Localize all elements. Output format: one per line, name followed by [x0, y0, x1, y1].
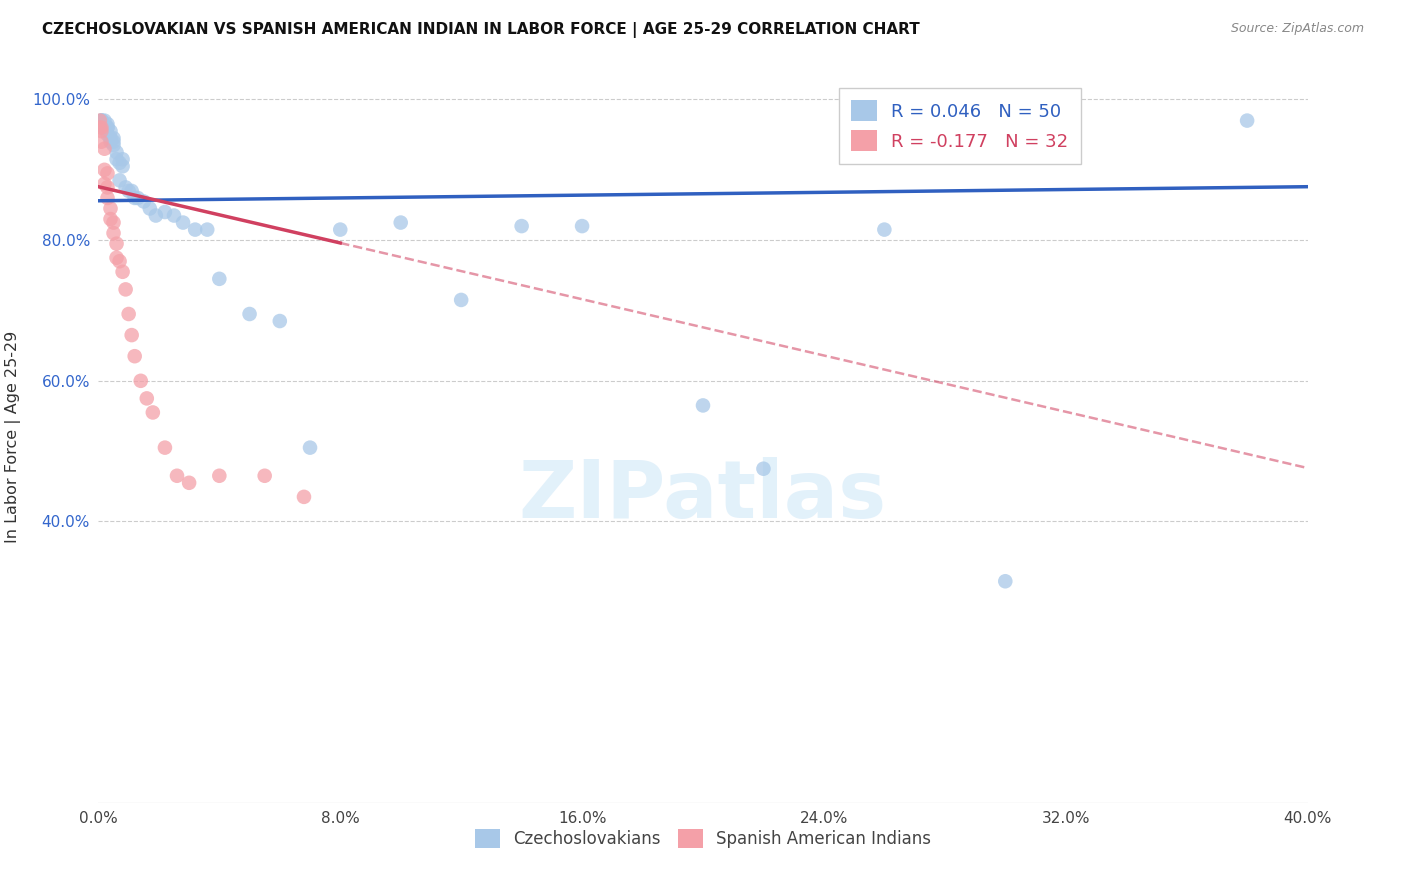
Point [292, 490, 315, 504]
Point [692, 399, 714, 413]
Point [269, 314, 291, 328]
Point [253, 468, 276, 483]
Point [510, 219, 533, 233]
Point [111, 153, 134, 167]
Point [103, 226, 125, 240]
Point [96, 166, 118, 180]
Point [139, 202, 162, 216]
Point [195, 222, 218, 236]
Point [299, 441, 322, 455]
Point [103, 138, 125, 153]
Point [118, 184, 141, 198]
Point [89, 113, 111, 128]
Point [108, 173, 131, 187]
Point [100, 131, 122, 145]
Point [994, 574, 1017, 589]
Point [93, 120, 115, 135]
Point [103, 216, 125, 230]
Point [96, 128, 118, 142]
Point [90, 120, 112, 135]
Point [172, 216, 194, 230]
Point [93, 120, 115, 135]
Point [90, 113, 112, 128]
Point [96, 191, 118, 205]
Point [153, 441, 176, 455]
Point [124, 191, 146, 205]
Point [100, 124, 122, 138]
Point [124, 349, 146, 363]
Point [105, 251, 128, 265]
Legend: Czechoslovakians, Spanish American Indians: Czechoslovakians, Spanish American India… [467, 821, 939, 856]
Point [179, 475, 201, 490]
Point [96, 180, 118, 194]
Point [93, 142, 115, 156]
Point [111, 265, 134, 279]
Point [114, 282, 136, 296]
Point [153, 205, 176, 219]
Point [90, 113, 112, 128]
Point [100, 135, 122, 149]
Point [142, 405, 165, 419]
Point [239, 307, 262, 321]
Point [105, 145, 128, 160]
Text: ZIPatlas: ZIPatlas [519, 457, 887, 534]
Point [90, 124, 112, 138]
Point [93, 113, 115, 128]
Point [96, 117, 118, 131]
Point [184, 222, 207, 236]
Point [93, 120, 115, 135]
Point [100, 202, 122, 216]
Point [389, 216, 412, 230]
Point [127, 191, 149, 205]
Point [752, 461, 775, 475]
Point [90, 135, 112, 149]
Point [571, 219, 593, 233]
Point [450, 293, 472, 307]
Point [145, 209, 167, 223]
Point [121, 184, 143, 198]
Point [105, 153, 128, 167]
Point [135, 392, 157, 406]
Point [208, 272, 231, 286]
Point [100, 212, 122, 227]
Point [114, 180, 136, 194]
Point [873, 222, 896, 236]
Point [208, 468, 231, 483]
Point [329, 222, 352, 236]
Point [89, 120, 111, 135]
Text: CZECHOSLOVAKIAN VS SPANISH AMERICAN INDIAN IN LABOR FORCE | AGE 25-29 CORRELATIO: CZECHOSLOVAKIAN VS SPANISH AMERICAN INDI… [42, 22, 920, 38]
Point [90, 113, 112, 128]
Point [129, 374, 152, 388]
Point [103, 135, 125, 149]
Text: Source: ZipAtlas.com: Source: ZipAtlas.com [1230, 22, 1364, 36]
Point [118, 307, 141, 321]
Point [93, 177, 115, 191]
Point [108, 156, 131, 170]
Point [93, 162, 115, 177]
Point [105, 236, 128, 251]
Point [1236, 113, 1258, 128]
Point [96, 120, 118, 135]
Point [163, 209, 186, 223]
Point [103, 131, 125, 145]
Point [166, 468, 188, 483]
Point [96, 120, 118, 135]
Y-axis label: In Labor Force | Age 25-29: In Labor Force | Age 25-29 [6, 331, 21, 543]
Point [111, 159, 134, 173]
Point [108, 254, 131, 268]
Point [121, 328, 143, 343]
Point [132, 194, 155, 209]
